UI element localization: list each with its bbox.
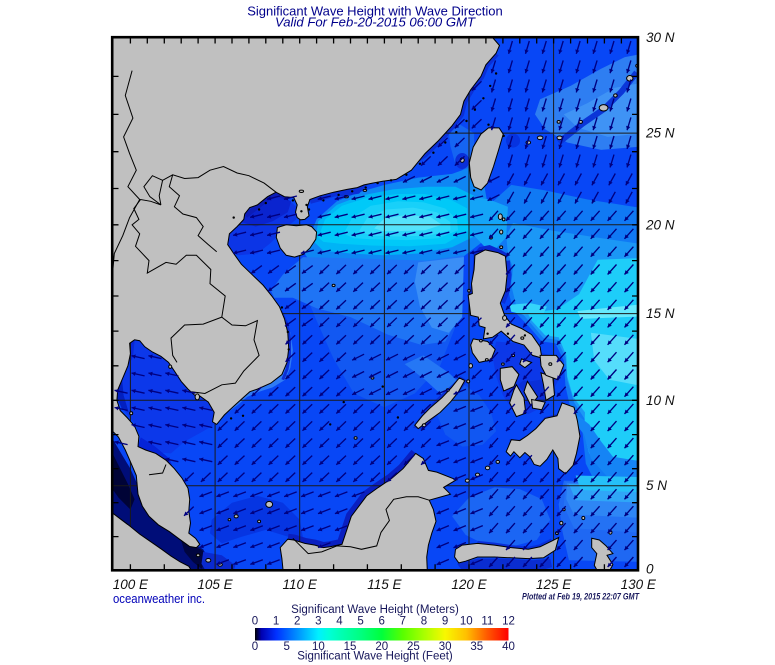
svg-text:Significant Wave Height (Meter: Significant Wave Height (Meters) <box>291 604 459 616</box>
svg-text:35: 35 <box>470 641 483 653</box>
svg-text:7: 7 <box>400 616 406 628</box>
svg-text:Valid For Feb-20-2015 06:00 GM: Valid For Feb-20-2015 06:00 GMT <box>275 15 476 30</box>
svg-text:10 N: 10 N <box>646 393 675 408</box>
svg-text:0: 0 <box>252 641 258 653</box>
svg-text:110 E: 110 E <box>283 577 318 592</box>
svg-text:30: 30 <box>439 641 452 653</box>
svg-text:1: 1 <box>273 616 279 628</box>
svg-text:30 N: 30 N <box>646 30 675 45</box>
svg-text:10: 10 <box>312 641 325 653</box>
svg-text:105 E: 105 E <box>197 577 233 592</box>
svg-text:40: 40 <box>502 641 515 653</box>
svg-text:8: 8 <box>421 616 427 628</box>
svg-text:Significant Wave Height (Feet): Significant Wave Height (Feet) <box>297 651 453 663</box>
svg-text:oceanweather inc.: oceanweather inc. <box>113 592 205 606</box>
svg-text:130 E: 130 E <box>621 577 657 592</box>
svg-text:0: 0 <box>646 562 654 577</box>
svg-text:25: 25 <box>407 641 420 653</box>
svg-text:20: 20 <box>375 641 388 653</box>
svg-text:5 N: 5 N <box>646 478 667 493</box>
svg-text:3: 3 <box>315 616 321 628</box>
svg-text:20 N: 20 N <box>645 217 675 232</box>
svg-text:2: 2 <box>294 616 300 628</box>
svg-text:4: 4 <box>336 616 343 628</box>
svg-text:115 E: 115 E <box>367 577 402 592</box>
svg-text:Significant Wave Height with W: Significant Wave Height with Wave Direct… <box>247 4 503 19</box>
svg-text:15: 15 <box>344 641 357 653</box>
svg-text:15 N: 15 N <box>646 306 675 321</box>
svg-text:10: 10 <box>460 616 473 628</box>
svg-text:100 E: 100 E <box>113 577 149 592</box>
svg-text:5: 5 <box>357 616 363 628</box>
svg-text:0: 0 <box>252 616 258 628</box>
svg-text:12: 12 <box>502 616 515 628</box>
svg-text:5: 5 <box>283 641 289 653</box>
svg-text:125 E: 125 E <box>536 577 572 592</box>
svg-text:120 E: 120 E <box>451 577 487 592</box>
svg-text:6: 6 <box>379 616 385 628</box>
svg-text:9: 9 <box>442 616 448 628</box>
svg-text:25 N: 25 N <box>645 126 675 141</box>
svg-text:Plotted at Feb 19, 2015 22:07: Plotted at Feb 19, 2015 22:07 GMT <box>522 592 640 603</box>
svg-text:11: 11 <box>481 616 493 628</box>
